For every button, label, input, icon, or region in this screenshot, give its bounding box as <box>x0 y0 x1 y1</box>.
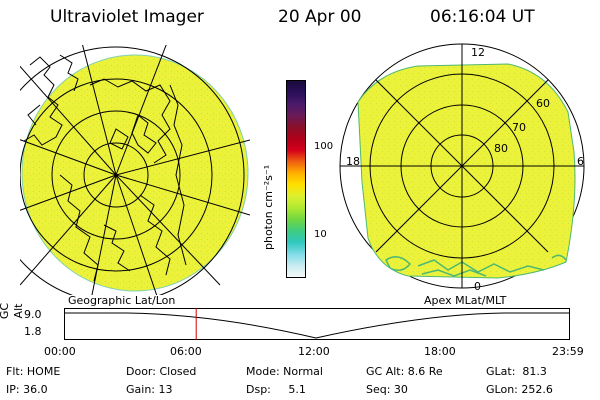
mlt-label-12: 12 <box>471 46 485 59</box>
altitude-curve <box>64 312 570 339</box>
edge-contours <box>385 254 567 277</box>
date-label: 20 Apr 00 <box>278 7 362 27</box>
mlt-grid <box>340 44 584 288</box>
magnetic-caption: Apex MLat/MLT <box>424 294 507 307</box>
status-door: Door: Closed <box>126 365 197 378</box>
time-tick-3: 18:00 <box>424 345 456 358</box>
longitude-grid <box>20 45 250 295</box>
timeline-ytick-high: 9.0 <box>24 308 42 321</box>
status-glon: GLon: 252.6 <box>486 383 553 396</box>
magnetic-image-panel <box>339 43 585 289</box>
timeline-axis-label: GC Alt <box>0 302 25 320</box>
mlt-label-0: 0 <box>474 280 481 293</box>
status-ip: IP: 36.0 <box>6 383 48 396</box>
geographic-caption: Geographic Lat/Lon <box>68 294 176 307</box>
mlt-label-6: 6 <box>577 155 584 168</box>
geographic-image-panel <box>20 45 250 295</box>
time-tick-4: 23:59 <box>552 345 584 358</box>
mlat-label-80: 80 <box>494 142 508 155</box>
status-gain: Gain: 13 <box>126 383 173 396</box>
status-flight: Flt: HOME <box>6 365 61 378</box>
mlat-label-60: 60 <box>536 97 550 110</box>
status-mode: Mode: Normal <box>246 365 323 378</box>
uv-disk-left <box>21 54 249 292</box>
colorbar-tick-100: 100 <box>314 141 334 152</box>
status-dsp: Dsp: 5.1 <box>246 383 306 396</box>
mlat-label-70: 70 <box>512 121 526 134</box>
instrument-title: Ultraviolet Imager <box>50 7 204 27</box>
latitude-grid <box>20 46 245 295</box>
status-glat: GLat: 81.3 <box>486 365 547 378</box>
coastlines <box>23 54 187 282</box>
time-tick-1: 06:00 <box>170 345 202 358</box>
time-tick-0: 00:00 <box>44 345 76 358</box>
colorbar-tick-10: 10 <box>314 229 327 240</box>
altitude-timeline <box>64 308 570 340</box>
colorbar-unit-label: photon cm⁻²s⁻¹ <box>262 164 275 250</box>
time-tick-2: 12:00 <box>298 345 330 358</box>
status-gc-alt: GC Alt: 8.6 Re <box>366 365 443 378</box>
timeline-ytick-low: 1.8 <box>24 325 42 338</box>
mlt-label-18: 18 <box>346 155 360 168</box>
time-label: 06:16:04 UT <box>430 7 535 27</box>
colorbar <box>286 80 306 278</box>
status-seq: Seq: 30 <box>366 383 408 396</box>
